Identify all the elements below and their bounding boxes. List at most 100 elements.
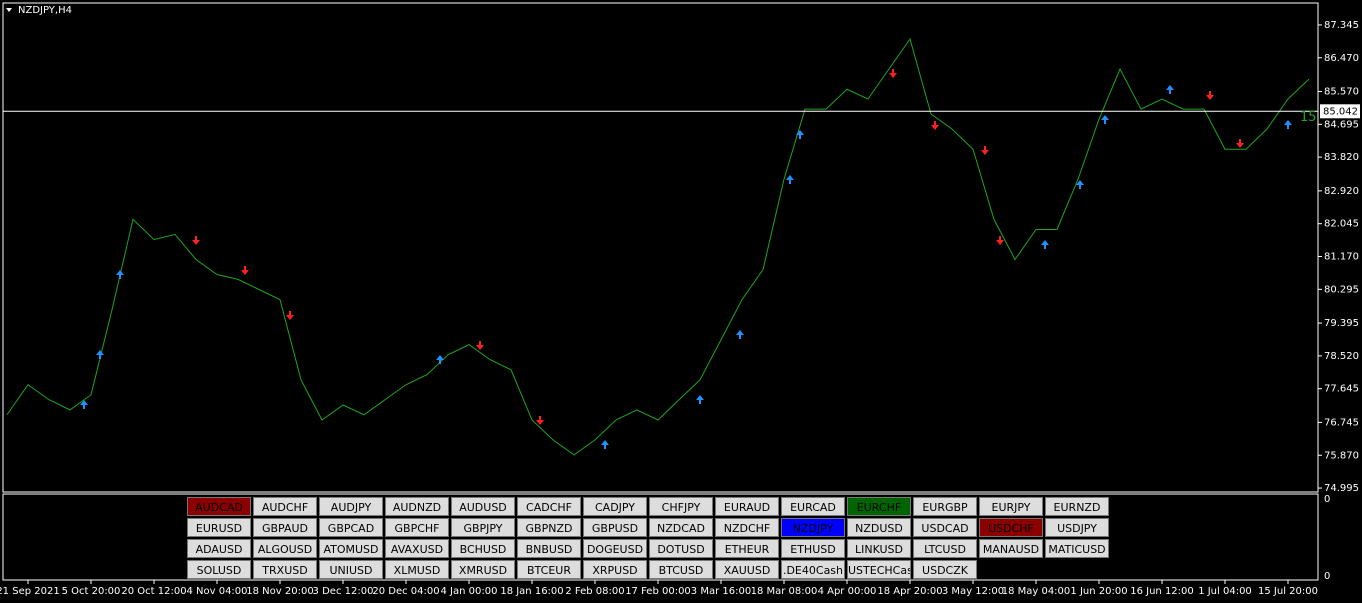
symbol-button[interactable]: BNBUSD <box>517 539 581 558</box>
y-tick-label: 81.170 <box>1324 252 1359 263</box>
symbol-button[interactable]: GBPCAD <box>319 518 383 537</box>
symbol-button[interactable]: LTCUSD <box>913 539 977 558</box>
symbol-button[interactable]: CADJPY <box>583 497 647 516</box>
symbol-button[interactable]: NZDCHF <box>715 518 779 537</box>
symbol-button[interactable]: USTECHCash <box>847 560 911 579</box>
buy-arrow <box>436 355 444 364</box>
symbol-button[interactable]: UNIUSD <box>319 560 383 579</box>
symbol-button[interactable]: NZDUSD <box>847 518 911 537</box>
x-tick-label: 21 Sep 2021 <box>0 586 60 597</box>
indicator-axis-label: 0 <box>1324 494 1330 505</box>
x-tick-label: 18 Apr 20:00 <box>877 586 942 597</box>
sub-window-frame <box>2 493 1319 581</box>
timer-label: 15 <box>1300 110 1317 125</box>
symbol-button[interactable]: EURCHF <box>847 497 911 516</box>
symbol-button[interactable]: AUDCHF <box>253 497 317 516</box>
y-tick-label: 86.470 <box>1324 53 1359 64</box>
symbol-button[interactable]: .DE40Cash <box>781 560 845 579</box>
symbol-button[interactable]: XRPUSD <box>583 560 647 579</box>
symbol-button[interactable]: USDCZK <box>913 560 977 579</box>
x-tick-label: 2 Feb 08:00 <box>565 586 624 597</box>
symbol-button[interactable]: MATICUSD <box>1045 539 1109 558</box>
symbol-button[interactable]: DOGEUSD <box>583 539 647 558</box>
sell-arrow <box>889 69 897 78</box>
current-price-tag <box>1320 104 1360 119</box>
symbol-button[interactable]: USDCAD <box>913 518 977 537</box>
sell-arrow <box>996 236 1004 245</box>
menu-triangle[interactable] <box>6 8 12 12</box>
symbol-button[interactable]: GBPNZD <box>517 518 581 537</box>
symbol-button[interactable]: ALGOUSD <box>253 539 317 558</box>
x-tick-label: 1 Jun 20:00 <box>1070 586 1127 597</box>
sell-arrow <box>286 311 294 320</box>
symbol-button[interactable]: AUDNZD <box>385 497 449 516</box>
symbol-button[interactable]: USDJPY <box>1045 518 1109 537</box>
symbol-button[interactable]: LINKUSD <box>847 539 911 558</box>
sell-arrow <box>536 416 544 425</box>
y-tick-label: 79.395 <box>1324 318 1359 329</box>
x-tick-label: 18 Mar 08:00 <box>751 586 818 597</box>
symbol-button[interactable]: AVAXUSD <box>385 539 449 558</box>
symbol-button[interactable]: CHFJPY <box>649 497 713 516</box>
symbol-button[interactable]: NZDJPY <box>781 518 845 537</box>
symbol-button[interactable]: ATOMUSD <box>319 539 383 558</box>
buy-arrow <box>1166 85 1174 94</box>
x-tick-label: 17 Feb 00:00 <box>625 586 691 597</box>
symbol-button[interactable]: EURAUD <box>715 497 779 516</box>
symbol-button[interactable]: ADAUSD <box>187 539 251 558</box>
symbol-button[interactable]: AUDJPY <box>319 497 383 516</box>
symbol-button[interactable]: XLMUSD <box>385 560 449 579</box>
x-tick-label: 4 Apr 00:00 <box>818 586 877 597</box>
symbol-button[interactable]: ETHEUR <box>715 539 779 558</box>
x-tick-label: 16 Jun 12:00 <box>1130 586 1194 597</box>
buy-arrow <box>601 440 609 449</box>
buy-arrow <box>1076 180 1084 189</box>
buy-arrow <box>736 330 744 339</box>
symbol-button[interactable]: USDCHF <box>979 518 1043 537</box>
x-tick-label: 4 Nov 04:00 <box>186 586 247 597</box>
y-tick-label: 82.045 <box>1324 219 1359 230</box>
sell-arrow <box>1236 139 1244 148</box>
symbol-button[interactable]: EURGBP <box>913 497 977 516</box>
x-tick-label: 20 Dec 04:00 <box>372 586 439 597</box>
symbol-button[interactable]: BTCEUR <box>517 560 581 579</box>
symbol-button[interactable]: EURNZD <box>1045 497 1109 516</box>
buy-arrow <box>1101 115 1109 124</box>
chart-title: NZDJPY,H4 <box>18 5 72 16</box>
y-tick-label: 84.695 <box>1324 119 1359 130</box>
symbol-button[interactable]: BTCUSD <box>649 560 713 579</box>
symbol-button[interactable]: GBPCHF <box>385 518 449 537</box>
x-tick-label: 1 Jul 04:00 <box>1198 586 1252 597</box>
sell-arrow <box>476 341 484 350</box>
buy-arrow <box>1041 240 1049 249</box>
sell-arrow <box>192 236 200 245</box>
symbol-button[interactable]: ETHUSD <box>781 539 845 558</box>
buy-arrow <box>80 400 88 409</box>
symbol-button[interactable]: EURUSD <box>187 518 251 537</box>
symbol-button[interactable]: GBPUSD <box>583 518 647 537</box>
symbol-button[interactable]: NZDCAD <box>649 518 713 537</box>
symbol-button[interactable]: GBPAUD <box>253 518 317 537</box>
buy-arrow <box>96 350 104 359</box>
symbol-button[interactable]: EURJPY <box>979 497 1043 516</box>
x-tick-label: 3 May 12:00 <box>942 586 1004 597</box>
symbol-button[interactable]: EURCAD <box>781 497 845 516</box>
symbol-button[interactable]: GBPJPY <box>451 518 515 537</box>
symbol-button[interactable]: AUDCAD <box>187 497 251 516</box>
symbol-button[interactable]: CADCHF <box>517 497 581 516</box>
symbol-button[interactable]: XMRUSD <box>451 560 515 579</box>
symbol-button[interactable]: BCHUSD <box>451 539 515 558</box>
symbol-button[interactable]: SOLUSD <box>187 560 251 579</box>
symbol-button[interactable]: MANAUSD <box>979 539 1043 558</box>
symbol-button[interactable]: AUDUSD <box>451 497 515 516</box>
sell-arrow <box>981 146 989 155</box>
sell-arrow <box>241 266 249 275</box>
indicator-axis-label: 0 <box>1324 571 1330 582</box>
x-tick-label: 18 Jan 16:00 <box>500 586 563 597</box>
y-tick-label: 87.345 <box>1324 20 1359 31</box>
symbol-button[interactable]: XAUUSD <box>715 560 779 579</box>
symbol-button[interactable]: DOTUSD <box>649 539 713 558</box>
symbol-button[interactable]: TRXUSD <box>253 560 317 579</box>
